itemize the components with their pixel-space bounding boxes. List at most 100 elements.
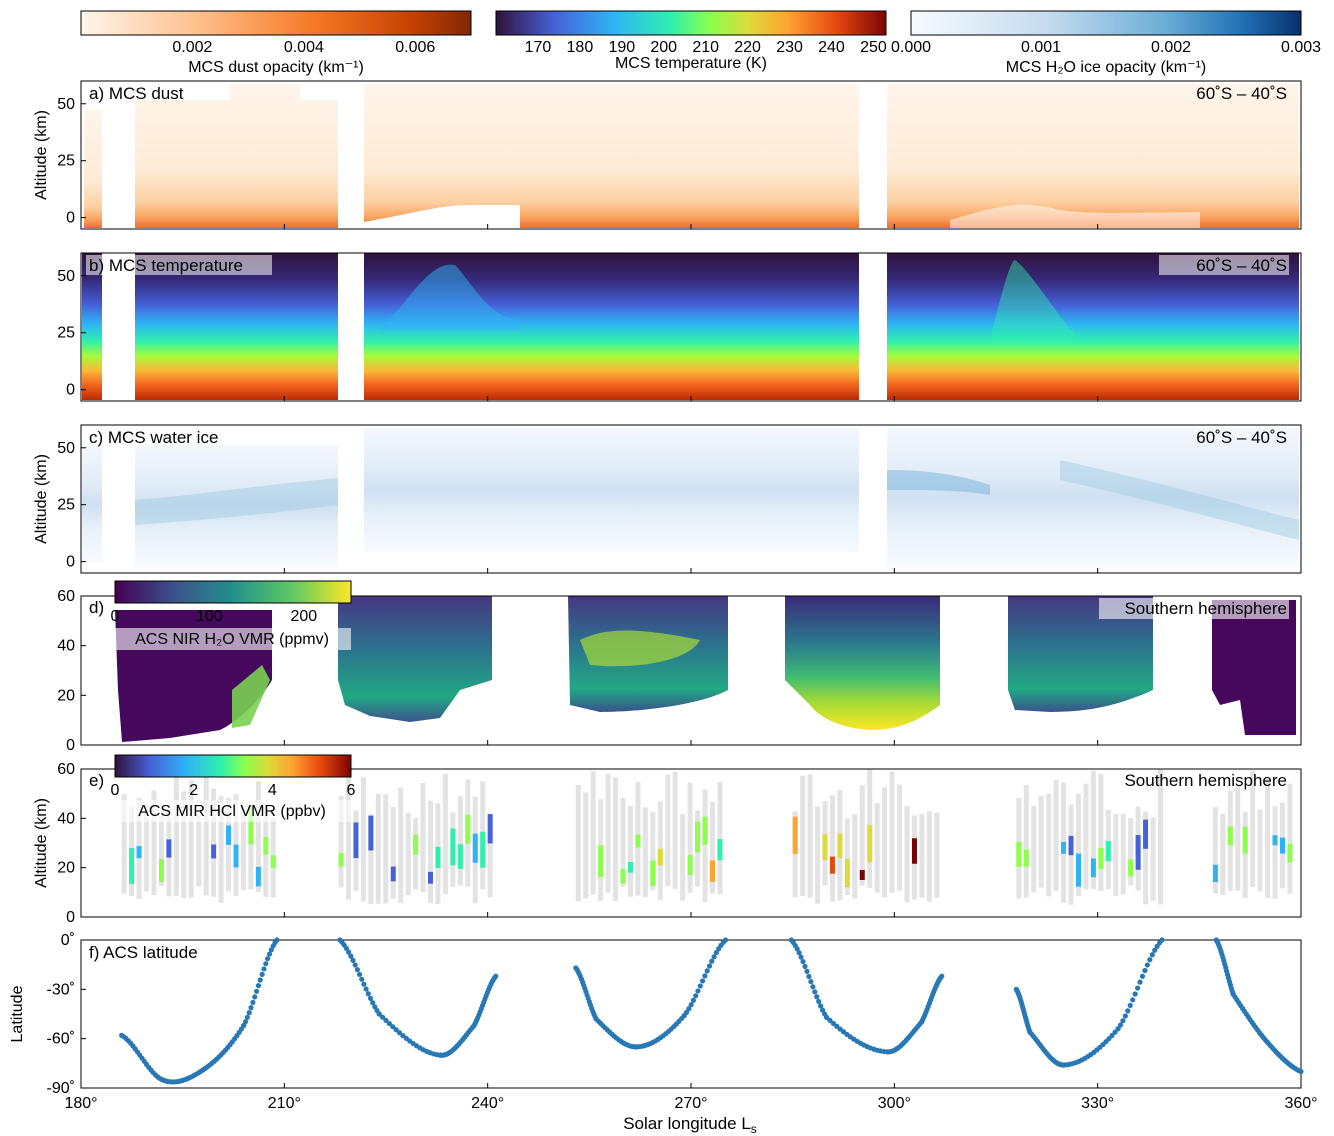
panel-c-ice: c) MCS water ice 60˚S – 40˚S Altitude (k…	[33, 424, 1302, 574]
latitude-point	[356, 971, 363, 978]
hcl-profile	[158, 859, 164, 883]
hcl-profile	[1242, 826, 1248, 854]
colorbar-tick-label: 0	[111, 782, 120, 799]
hcl-profile-coverage	[904, 806, 910, 903]
hcl-profile	[211, 844, 217, 859]
latitude-point	[265, 956, 271, 962]
hcl-profile-coverage	[1143, 811, 1149, 905]
hcl-profile	[822, 834, 828, 861]
latitude-point	[396, 1030, 403, 1036]
colorbar-h2o: 0 100 200 ACS NIR H₂O VMR (ppmv)	[111, 580, 352, 650]
latitude-point	[796, 950, 802, 956]
hcl-profile-coverage	[583, 792, 589, 899]
hcl-profile-coverage	[605, 773, 611, 893]
latitude-point	[393, 1027, 399, 1033]
latitude-point	[1139, 973, 1146, 979]
hcl-profile-coverage	[255, 781, 261, 893]
hcl-profile	[338, 853, 344, 867]
latitude-point	[244, 1014, 250, 1020]
panel-f-title: f) ACS latitude	[89, 943, 198, 962]
hcl-profile	[859, 870, 865, 880]
hcl-profile-coverage	[1257, 809, 1263, 892]
y-tick-label: 25	[57, 153, 75, 170]
x-tick-label: 180°	[64, 1095, 97, 1112]
colorbar-tick-label: 0.004	[284, 39, 324, 56]
colorbar-tick-label: 180	[567, 39, 594, 56]
hcl-profile	[709, 860, 715, 882]
latitude-point	[802, 963, 808, 970]
hcl-profile	[792, 816, 798, 854]
panel-b-title: b) MCS temperature	[89, 256, 243, 275]
hcl-profile-coverage	[121, 794, 127, 894]
latitude-point	[241, 1022, 247, 1029]
hcl-profile-coverage	[211, 788, 217, 897]
latitude-point	[365, 991, 371, 997]
hcl-profile-coverage	[240, 806, 246, 891]
latitude-point	[390, 1024, 396, 1030]
x-tick-label: 210°	[268, 1095, 301, 1112]
hcl-profile	[650, 860, 656, 887]
y-tick-label: 50	[57, 268, 75, 285]
colorbar-tick-label: 200	[650, 39, 677, 56]
colorbar-tick-label: 0.003	[1281, 39, 1321, 56]
hcl-profile	[480, 831, 486, 868]
x-tick-label: 240°	[471, 1095, 504, 1112]
hcl-profile-coverage	[665, 774, 671, 886]
latitude-point	[699, 978, 706, 984]
colorbar-ice-label: MCS H₂O ice opacity (km⁻¹)	[1006, 59, 1206, 76]
hcl-profile-coverage	[398, 787, 404, 903]
y-tick-label: -60˚	[47, 1031, 75, 1048]
hcl-profile	[166, 839, 172, 858]
y-tick-label: 0	[66, 382, 75, 399]
latitude-point	[814, 994, 820, 1000]
colorbar-tick-label: 0.000	[891, 39, 931, 56]
hcl-profile-coverage	[1157, 769, 1163, 905]
hcl-profile	[687, 854, 693, 876]
latitude-point	[823, 1014, 830, 1020]
hcl-profile	[1023, 849, 1029, 867]
latitude-point	[493, 973, 499, 979]
hcl-profile	[390, 866, 396, 882]
y-tick-label: -30˚	[47, 981, 75, 998]
colorbar-tick-label: 100	[196, 608, 223, 625]
hcl-profile-coverage	[897, 784, 903, 891]
hcl-profile	[233, 844, 239, 868]
latitude-point	[798, 954, 804, 960]
y-tick-label: 0	[66, 554, 75, 571]
latitude-point	[1137, 979, 1143, 985]
hcl-profile-coverage	[680, 814, 686, 901]
x-axis-label: Solar longitude Ls	[623, 1114, 757, 1136]
hcl-profile-coverage	[889, 771, 895, 893]
hcl-profile-coverage	[852, 813, 858, 899]
hcl-profile	[1143, 819, 1149, 849]
latitude-point	[380, 1014, 386, 1020]
latitude-point	[1134, 985, 1141, 991]
hcl-profile-coverage	[1220, 813, 1226, 895]
latitude-point	[806, 973, 812, 980]
latitude-point	[361, 981, 367, 987]
panel-f-ylabel: Latitude	[9, 985, 26, 1042]
y-tick-label: 40	[57, 638, 75, 655]
y-tick-label: 0	[66, 909, 75, 926]
hcl-profile	[837, 833, 843, 859]
hcl-profile	[695, 821, 701, 853]
panel-e-hcl: e) Southern hemisphere Altitude (km) 0 2 4…	[33, 754, 1302, 918]
latitude-point	[722, 937, 729, 943]
latitude-point	[350, 957, 356, 964]
hcl-profile-coverage	[807, 774, 813, 898]
latitude-point	[827, 1017, 833, 1023]
latitude-point	[812, 989, 818, 995]
latitude-point	[794, 946, 800, 952]
panel-a-dust: a) MCS dust 60˚S – 40˚S Altitude (km)	[33, 80, 1302, 230]
panel-d-region: Southern hemisphere	[1124, 599, 1287, 618]
hcl-profile-coverage	[800, 775, 806, 896]
latitude-point	[1127, 1002, 1133, 1009]
colorbar-tick-label: 0	[111, 608, 120, 625]
panel-d-title: d)	[89, 598, 104, 617]
hcl-profile-coverage	[919, 813, 925, 898]
latitude-point	[383, 1017, 389, 1023]
panel-f-latitude: f) ACS latitude Latitude	[9, 937, 1304, 1089]
hcl-profile-coverage	[144, 806, 150, 892]
latitude-point	[1117, 1022, 1124, 1028]
hcl-profile	[368, 815, 374, 851]
